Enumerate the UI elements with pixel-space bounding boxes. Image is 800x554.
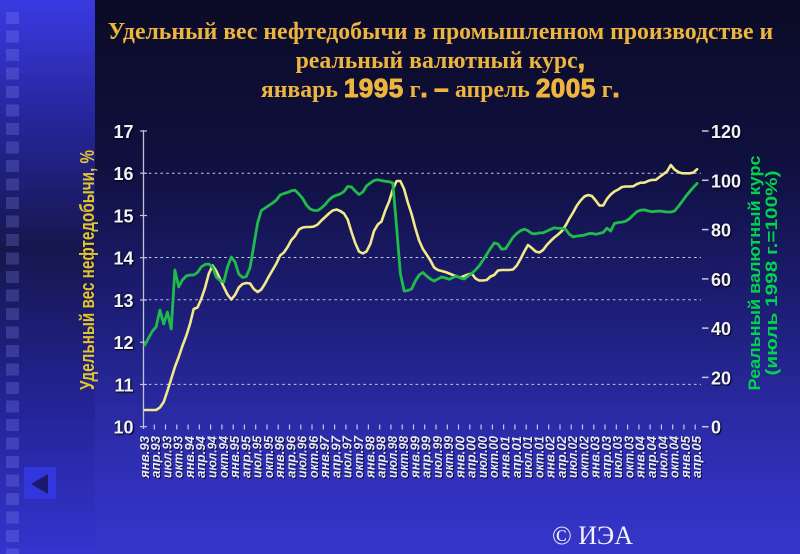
svg-text:окт.96: окт.96 <box>306 435 321 478</box>
svg-text:янв.01: янв.01 <box>498 436 513 479</box>
svg-text:апр.04: апр.04 <box>644 435 659 478</box>
svg-text:Реальный валютный курс: Реальный валютный курс <box>745 156 764 391</box>
svg-text:окт.98: окт.98 <box>396 435 411 478</box>
svg-text:апр.01: апр.01 <box>509 436 524 478</box>
svg-text:17: 17 <box>113 122 133 142</box>
svg-text:16: 16 <box>113 164 133 184</box>
svg-text:окт.94: окт.94 <box>216 435 231 478</box>
svg-text:окт.00: окт.00 <box>486 435 501 478</box>
svg-text:июл.98: июл.98 <box>385 435 400 478</box>
svg-text:120: 120 <box>711 122 741 142</box>
svg-text:окт.04: окт.04 <box>667 435 682 478</box>
svg-text:янв.04: янв.04 <box>633 435 648 479</box>
svg-text:янв.00: янв.00 <box>452 435 467 479</box>
svg-text:10: 10 <box>113 418 133 438</box>
svg-text:13: 13 <box>113 291 133 311</box>
svg-text:окт.93: окт.93 <box>171 435 186 478</box>
svg-text:окт.97: окт.97 <box>351 435 366 478</box>
svg-text:апр.05: апр.05 <box>689 435 704 478</box>
svg-text:14: 14 <box>113 249 133 269</box>
svg-text:апр.00: апр.00 <box>464 435 479 478</box>
svg-text:июл.04: июл.04 <box>655 435 670 478</box>
svg-text:янв.97: янв.97 <box>317 435 332 479</box>
svg-text:(июль 1998 г.=100%): (июль 1998 г.=100%) <box>762 171 781 376</box>
svg-text:15: 15 <box>113 207 133 227</box>
svg-text:100: 100 <box>711 171 741 191</box>
svg-text:апр.03: апр.03 <box>599 435 614 478</box>
svg-text:янв.93: янв.93 <box>137 435 152 479</box>
svg-text:0: 0 <box>711 418 721 438</box>
svg-text:янв.05: янв.05 <box>678 435 693 479</box>
svg-text:июл.93: июл.93 <box>159 435 174 478</box>
svg-text:янв.03: янв.03 <box>588 435 603 479</box>
svg-text:апр.96: апр.96 <box>283 435 298 478</box>
svg-text:июл.94: июл.94 <box>205 435 220 478</box>
svg-text:окт.03: окт.03 <box>622 435 637 478</box>
svg-text:апр.93: апр.93 <box>148 435 163 478</box>
svg-text:июл.03: июл.03 <box>610 435 625 478</box>
svg-text:июл.97: июл.97 <box>340 435 355 478</box>
svg-text:янв.02: янв.02 <box>543 435 558 479</box>
svg-text:янв.99: янв.99 <box>407 435 422 479</box>
svg-text:янв.96: янв.96 <box>272 435 287 479</box>
svg-text:окт.01: окт.01 <box>531 436 546 478</box>
svg-text:апр.99: апр.99 <box>419 435 434 478</box>
svg-text:янв.94: янв.94 <box>182 435 197 479</box>
svg-text:июл.00: июл.00 <box>475 435 490 478</box>
svg-text:окт.95: окт.95 <box>261 435 276 478</box>
svg-text:июл.99: июл.99 <box>430 435 445 478</box>
svg-text:80: 80 <box>711 221 731 241</box>
svg-text:40: 40 <box>711 319 731 339</box>
svg-text:июл.01: июл.01 <box>520 436 535 478</box>
svg-text:янв.98: янв.98 <box>362 435 377 479</box>
svg-text:11: 11 <box>114 376 133 396</box>
svg-text:апр.97: апр.97 <box>329 435 344 478</box>
svg-text:янв.95: янв.95 <box>227 435 242 479</box>
svg-text:июл.95: июл.95 <box>250 435 265 478</box>
svg-text:июл.02: июл.02 <box>565 435 580 478</box>
svg-text:Удельный вес нефтедобычи, %: Удельный вес нефтедобычи, % <box>77 150 99 390</box>
svg-text:12: 12 <box>113 333 133 353</box>
svg-text:20: 20 <box>711 368 731 388</box>
svg-text:апр.98: апр.98 <box>374 435 389 478</box>
svg-text:июл.96: июл.96 <box>295 435 310 478</box>
svg-text:апр.02: апр.02 <box>554 435 569 478</box>
svg-text:окт.02: окт.02 <box>576 435 591 478</box>
svg-text:апр.95: апр.95 <box>238 435 253 478</box>
svg-text:60: 60 <box>711 270 731 290</box>
svg-text:окт.99: окт.99 <box>441 435 456 478</box>
svg-text:апр.94: апр.94 <box>193 435 208 478</box>
